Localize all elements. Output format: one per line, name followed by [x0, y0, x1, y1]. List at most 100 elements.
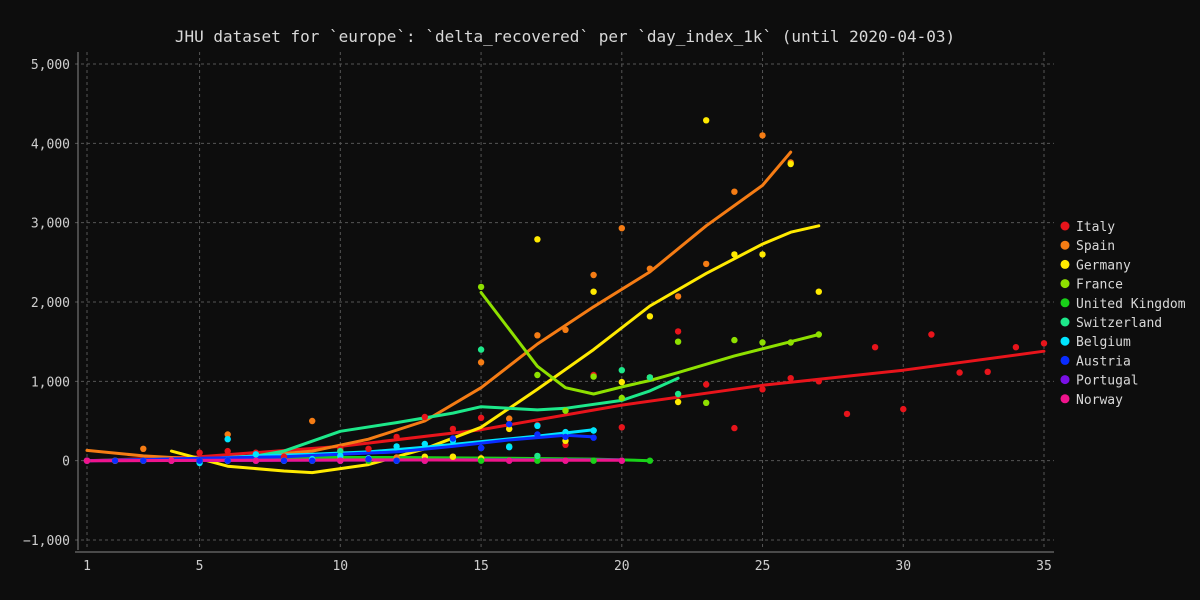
legend-marker-norway: [1060, 394, 1070, 404]
legend-marker-portugal: [1060, 375, 1070, 385]
data-point-italy: [674, 328, 682, 335]
legend-marker-united-kingdom: [1060, 298, 1070, 308]
data-point-belgium: [224, 436, 231, 443]
data-point-belgium: [590, 427, 597, 434]
data-point-france: [731, 336, 738, 344]
data-point-switzerland: [477, 346, 485, 353]
y-tick-label: 4,000: [31, 137, 70, 152]
legend-item-switzerland: Switzerland: [1076, 316, 1162, 331]
data-point-germany: [787, 160, 794, 168]
data-point-switzerland: [534, 452, 541, 460]
data-point-austria: [393, 457, 400, 464]
y-tick-label: 5,000: [31, 58, 70, 73]
x-tick-label: 35: [1036, 559, 1052, 574]
data-point-austria: [449, 435, 457, 442]
data-point-italy: [815, 378, 822, 385]
data-point-italy: [984, 368, 991, 375]
data-point-united-kingdom: [646, 457, 654, 464]
x-tick-label: 15: [473, 559, 489, 574]
trend-line-switzerland: [226, 376, 680, 463]
chart-title: JHU dataset for `europe`: `delta_recover…: [175, 27, 955, 46]
data-point-france: [562, 407, 569, 414]
data-point-germany: [590, 288, 597, 295]
data-point-italy: [759, 386, 766, 393]
data-point-austria: [280, 457, 288, 464]
legend-marker-austria: [1060, 355, 1070, 365]
trend-line-spain: [85, 150, 793, 461]
data-point-france: [674, 338, 682, 345]
data-point-france: [618, 394, 625, 402]
data-point-spain: [731, 188, 738, 195]
data-point-spain: [562, 326, 569, 333]
data-point-france: [534, 371, 541, 379]
data-point-spain: [506, 415, 513, 422]
data-point-italy: [618, 424, 625, 431]
data-point-france: [590, 373, 597, 380]
data-point-germany: [731, 251, 738, 258]
data-point-belgium: [252, 451, 260, 458]
data-points: [83, 117, 1048, 467]
x-tick-label: 30: [895, 559, 911, 574]
data-point-germany: [815, 288, 822, 295]
x-tick-label: 1: [83, 559, 91, 574]
data-point-spain: [618, 225, 625, 232]
data-point-france: [477, 283, 485, 291]
data-point-belgium: [534, 422, 541, 429]
data-point-italy: [421, 413, 428, 421]
data-point-germany: [759, 251, 766, 258]
x-tick-label: 20: [614, 559, 630, 574]
data-point-belgium: [337, 452, 344, 460]
data-point-austria: [534, 431, 541, 438]
legend-item-france: France: [1076, 278, 1123, 293]
data-point-norway: [168, 457, 175, 464]
legend-item-italy: Italy: [1076, 220, 1115, 235]
data-point-italy: [224, 447, 231, 455]
legend-item-spain: Spain: [1076, 239, 1115, 254]
trend-line-france: [479, 291, 821, 396]
data-point-france: [815, 331, 822, 338]
data-point-italy: [731, 424, 738, 432]
data-point-italy: [843, 410, 851, 418]
data-point-united-kingdom: [534, 457, 541, 464]
data-point-austria: [477, 444, 485, 452]
legend-item-norway: Norway: [1076, 393, 1123, 408]
data-point-switzerland: [618, 367, 625, 374]
data-point-italy: [477, 414, 485, 421]
data-point-austria: [196, 457, 203, 464]
data-point-belgium: [393, 443, 400, 450]
data-point-austria: [111, 457, 119, 464]
data-point-spain: [759, 132, 766, 139]
data-point-italy: [196, 449, 203, 456]
legend: Italy Spain Germany France United Kingdom Swi…: [1060, 220, 1186, 408]
data-point-switzerland: [337, 447, 344, 455]
data-point-spain: [477, 359, 485, 366]
data-point-switzerland: [674, 390, 682, 398]
legend-item-portugal: Portugal: [1076, 374, 1139, 389]
data-point-germany: [534, 236, 541, 243]
data-point-spain: [224, 431, 231, 438]
data-point-united-kingdom: [477, 457, 485, 464]
legend-item-austria: Austria: [1076, 354, 1131, 369]
data-point-france: [759, 339, 766, 346]
data-point-italy: [703, 381, 710, 388]
y-tick-label: 3,000: [31, 217, 70, 232]
data-point-austria: [365, 455, 372, 463]
legend-item-united-kingdom: United Kingdom: [1076, 297, 1186, 312]
data-point-spain: [534, 332, 541, 339]
grid: [75, 52, 1054, 550]
data-point-france: [787, 339, 794, 346]
legend-marker-france: [1060, 279, 1070, 289]
data-point-norway: [83, 457, 91, 464]
data-point-italy: [365, 445, 372, 452]
data-point-spain: [674, 293, 682, 300]
data-point-spain: [590, 271, 597, 279]
data-point-germany: [506, 425, 513, 433]
data-point-spain: [309, 417, 316, 425]
data-point-italy: [393, 433, 400, 441]
data-point-italy: [900, 405, 907, 413]
legend-marker-switzerland: [1060, 317, 1070, 327]
data-point-germany: [646, 313, 654, 320]
data-point-germany: [449, 453, 457, 460]
trend-line-germany: [169, 224, 821, 475]
data-point-norway: [618, 457, 625, 464]
